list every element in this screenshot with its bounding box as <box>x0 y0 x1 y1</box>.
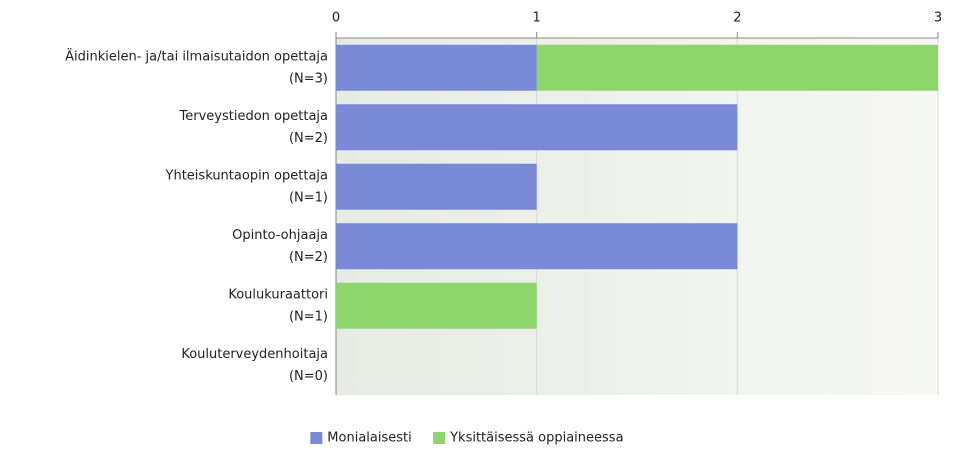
y-tick-label: (N=1) <box>289 190 328 205</box>
y-tick-label: (N=2) <box>289 250 328 265</box>
y-tick-label: (N=2) <box>289 131 328 146</box>
y-tick-label: (N=0) <box>289 369 328 384</box>
y-tick-label: Kouluterveydenhoitaja <box>181 347 328 362</box>
x-tick-label: 1 <box>533 11 541 26</box>
legend-swatch <box>310 432 323 444</box>
bar <box>336 163 537 210</box>
y-tick-label: Äidinkielen- ja/tai ilmaisutaidon opetta… <box>65 48 328 64</box>
x-tick-label: 0 <box>332 11 340 26</box>
y-tick-label: (N=3) <box>289 71 328 86</box>
bar <box>336 44 537 91</box>
plot-area <box>336 38 938 395</box>
y-tick-label: (N=1) <box>289 309 328 324</box>
x-tick-label: 2 <box>733 11 741 26</box>
bar <box>536 44 938 91</box>
x-tick-label: 3 <box>934 11 942 26</box>
bar <box>336 104 738 151</box>
bar <box>336 223 738 270</box>
bar <box>336 282 537 329</box>
y-tick-label: Koulukuraattori <box>228 287 328 302</box>
legend-label: Yksittäisessä oppiaineessa <box>449 431 623 446</box>
y-tick-label: Terveystiedon opettaja <box>179 109 328 124</box>
y-tick-label: Yhteiskuntaopin opettaja <box>165 168 328 183</box>
legend-label: Monialaisesti <box>327 431 411 446</box>
y-tick-label: Opinto-ohjaaja <box>232 228 328 243</box>
legend-swatch <box>433 432 446 444</box>
